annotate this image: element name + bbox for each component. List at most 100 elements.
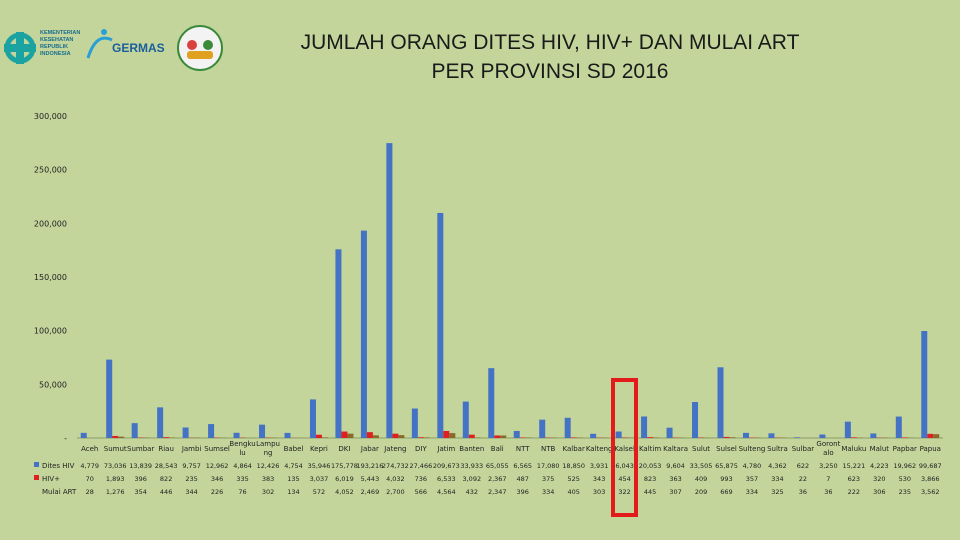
category-label-line: NTB [541,445,556,453]
table-cell: 487 [517,475,529,483]
category-label: Bengku lu [229,440,255,457]
category-label-line: Kalsel [614,445,635,453]
category-label: Sulteng [739,445,766,453]
bar [449,433,456,438]
category-label-line: Maluku [841,445,866,453]
table-cell: 1,276 [106,488,125,496]
y-tick-label: 150,000 [34,273,67,282]
bar [615,431,622,438]
bar [284,432,291,438]
category-label-line: Sumsel [204,445,230,453]
table-cell: 222 [848,488,860,496]
table-cell: 33,505 [690,462,713,470]
germas-logo: GERMAS [86,29,165,59]
category-label: NTB [541,445,556,453]
category-label-line: Jateng [383,445,406,453]
bar [157,407,164,438]
bar [315,434,322,438]
table-cell: 4,564 [437,488,456,496]
category-label: Banten [459,445,484,453]
category-label-line: Sultra [767,445,788,453]
kemenkes-line-1: KEMENTERIAN [40,30,80,36]
table-cell: 12,426 [257,462,280,470]
chart-title-line-2: PER PROVINSI SD 2016 [431,60,669,83]
category-label-line: Sulbar [792,445,815,453]
bar [468,434,475,438]
table-cell: 235 [899,488,911,496]
emblem-logo [177,25,223,71]
table-cell: 396 [517,488,529,496]
category-label: Bali [491,445,504,453]
category-label: Sumut [104,445,127,453]
category-label-line: Riau [158,445,174,453]
bar [208,424,215,438]
table-cell: 15,221 [842,462,865,470]
table-cell: 235 [185,475,197,483]
table-cell: 354 [134,488,146,496]
table-cell: 409 [695,475,707,483]
bar [927,433,934,438]
bar [112,435,119,438]
category-label: Kaltara [663,445,688,453]
bar [411,408,418,438]
y-tick-label: - [64,434,67,443]
table-cell: 325 [771,488,783,496]
table-cell: 28,543 [155,462,178,470]
category-label-line: Bali [491,445,504,453]
table-cell: 6,043 [615,462,634,470]
category-label: Sumbar [127,445,154,453]
bar [462,401,469,438]
bar [131,423,138,438]
bar [539,419,546,438]
table-cell: 454 [618,475,630,483]
category-label: Kalsel [614,445,635,453]
table-cell: 383 [262,475,274,483]
kemenkes-line-4: INDONESIA [40,51,71,57]
category-label: Sumsel [204,445,230,453]
table-cell: 18,850 [562,462,585,470]
bar [259,424,266,438]
table-cell: 209 [695,488,707,496]
bar [443,430,450,438]
chart-title: JUMLAH ORANG DITES HIV, HIV+ DAN MULAI A… [230,28,870,86]
bar [335,249,342,438]
bar [386,143,393,439]
category-label-line: Kalbar [563,445,585,453]
category-label-line: DKI [338,445,350,453]
table-cell: 2,347 [488,488,507,496]
category-label-line: DIY [415,445,427,453]
bar [513,430,520,438]
table-cell: 344 [185,488,197,496]
table-cell: 20,053 [639,462,662,470]
table-cell: 307 [669,488,681,496]
bar [933,434,940,438]
bar [182,427,189,438]
table-cell: 6,533 [437,475,456,483]
table-cell: 99,687 [919,462,942,470]
category-label-line: Bengku [229,440,255,448]
table-cell: 28 [86,488,94,496]
table-cell: 7 [826,475,830,483]
table-cell: 346 [211,475,223,483]
table-cell: 6,019 [335,475,354,483]
table-cell: 302 [262,488,274,496]
table-cell: 357 [746,475,758,483]
bar [321,437,328,438]
table-cell: 530 [899,475,911,483]
table-cell: 375 [542,475,554,483]
category-label-line: lu [239,449,245,457]
table-cell: 6,565 [513,462,532,470]
category-label-line: Banten [459,445,484,453]
bar [870,433,877,438]
bar [163,437,170,438]
table-cell: 622 [797,462,809,470]
table-cell: 274,732 [382,462,409,470]
bar [417,437,424,438]
table-cell: 396 [134,475,146,483]
y-tick-label: 50,000 [39,380,67,389]
category-label-line: Jatim [436,445,455,453]
table-cell: 226 [211,488,223,496]
table-cell: 736 [415,475,427,483]
bar [729,437,736,438]
